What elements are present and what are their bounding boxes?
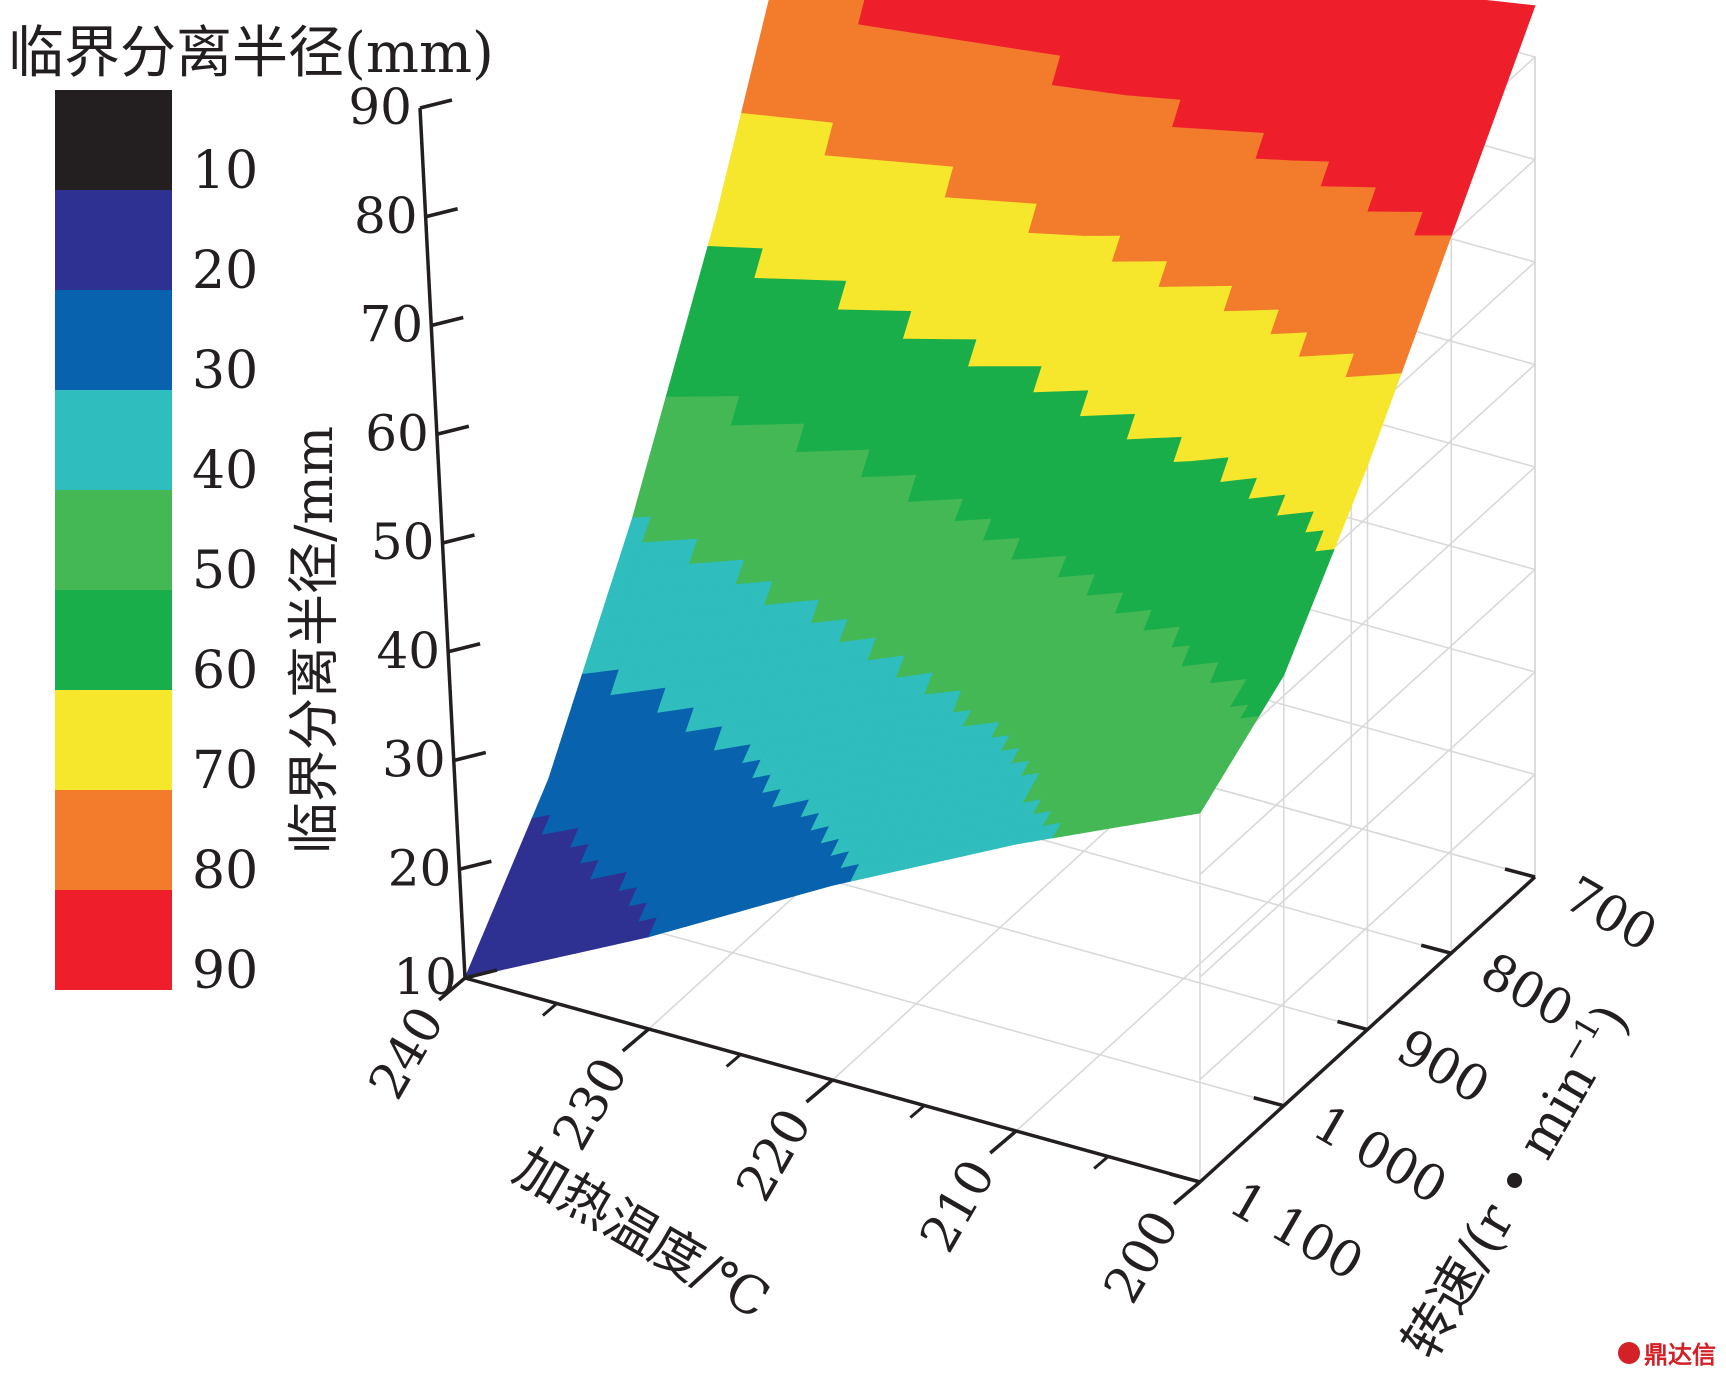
- legend-label: 40: [192, 441, 258, 501]
- x-tick-label: 220: [725, 1099, 823, 1211]
- legend-swatch: [55, 890, 172, 990]
- legend-swatch: [55, 490, 172, 590]
- legend-label: 20: [192, 241, 258, 301]
- z-tick: [442, 533, 475, 545]
- x-tick: [805, 1078, 834, 1104]
- y-tick: [1169, 1172, 1201, 1184]
- y-tick-label: 1 000: [1304, 1094, 1457, 1216]
- legend-label: 90: [192, 941, 258, 1001]
- z-tick-label: 70: [360, 296, 424, 354]
- legend-label: 50: [192, 541, 258, 601]
- y-tick-label: 1 100: [1220, 1170, 1373, 1292]
- y-tick: [1337, 1019, 1368, 1032]
- legend-swatch: [55, 190, 172, 290]
- z-tick: [453, 750, 487, 763]
- x-tick: [621, 1027, 650, 1053]
- response-surface: [464, 0, 1536, 979]
- z-tick-label: 10: [393, 948, 457, 1006]
- y-tick: [1253, 1096, 1285, 1108]
- z-tick: [436, 424, 470, 436]
- legend-swatch: [55, 690, 172, 790]
- z-tick: [447, 642, 481, 654]
- x-minor-tick: [909, 1104, 926, 1119]
- legend-label: 30: [192, 341, 258, 401]
- legend-swatch: [55, 390, 172, 490]
- z-tick: [419, 98, 453, 110]
- z-tick-label: 60: [365, 404, 429, 462]
- z-tick-label: 50: [371, 513, 435, 571]
- x-tick: [437, 976, 467, 1002]
- legend-swatch: [55, 290, 172, 390]
- legend-title: 临界分离半径(mm): [8, 21, 494, 86]
- surface-patch: [1180, 798, 1210, 817]
- x-tick-label: 230: [541, 1048, 639, 1160]
- x-minor-tick: [1093, 1155, 1110, 1170]
- z-tick-label: 40: [377, 622, 441, 680]
- y-tick-label: 900: [1388, 1018, 1500, 1116]
- y-tick: [1420, 943, 1452, 955]
- x-tick-label: 210: [909, 1150, 1007, 1262]
- y-tick: [1504, 867, 1536, 879]
- y-tick-label: 700: [1555, 865, 1667, 963]
- legend-swatch: [55, 90, 172, 190]
- z-tick: [458, 859, 492, 871]
- grid-line: [1015, 825, 1352, 1132]
- watermark-logo: 鼎达信: [1618, 1335, 1716, 1370]
- x-minor-tick: [725, 1053, 742, 1068]
- watermark-icon: [1618, 1341, 1640, 1364]
- z-tick-label: 90: [348, 78, 412, 136]
- legend-label: 80: [192, 841, 258, 901]
- x-tick: [1172, 1180, 1202, 1206]
- z-tick: [464, 968, 498, 980]
- legend-label: 60: [192, 641, 258, 701]
- z-tick-label: 20: [388, 839, 452, 897]
- z-axis-title: 临界分离半径/mm: [285, 426, 345, 854]
- x-tick: [989, 1129, 1018, 1155]
- x-minor-tick: [541, 1002, 558, 1017]
- x-tick-label: 200: [1092, 1201, 1190, 1313]
- legend-label: 70: [192, 741, 258, 801]
- x-tick-label: 240: [357, 997, 455, 1109]
- z-tick-label: 80: [354, 187, 418, 245]
- z-tick: [425, 207, 459, 219]
- legend-swatch: [55, 790, 172, 890]
- legend-swatch: [55, 590, 172, 690]
- z-tick: [430, 315, 464, 328]
- watermark-text: 鼎达信: [1644, 1341, 1716, 1369]
- legend-label: 10: [192, 141, 258, 201]
- color-legend: 10 20 30 40 50 60 70 80 90: [55, 90, 258, 1001]
- z-tick-label: 30: [382, 731, 446, 789]
